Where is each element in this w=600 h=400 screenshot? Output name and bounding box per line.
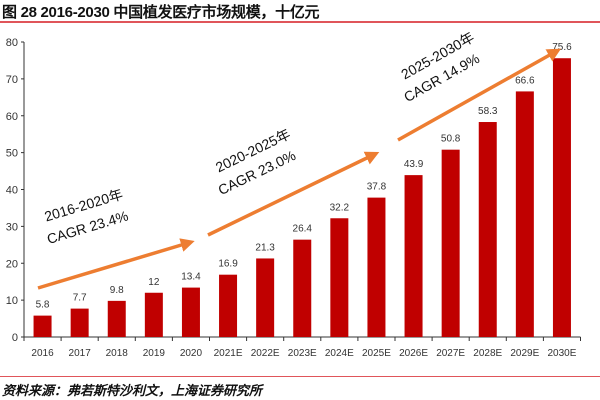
data-label: 37.8 [367, 182, 387, 193]
x-tick-label: 2019 [143, 348, 166, 359]
bar [33, 315, 52, 337]
data-label: 13.4 [181, 272, 201, 283]
data-label: 21.3 [255, 242, 275, 253]
data-label: 16.9 [218, 259, 238, 270]
x-tick-label: 2030E [547, 348, 576, 359]
y-tick-label: 40 [6, 185, 18, 197]
x-tick-label: 2025E [362, 348, 391, 359]
cagr-arrow [397, 48, 562, 142]
y-tick-label: 50 [6, 148, 18, 160]
bar [441, 149, 460, 337]
x-tick-label: 2016 [31, 348, 54, 359]
bar [256, 258, 275, 337]
y-tick-label: 80 [6, 37, 18, 49]
x-tick-label: 2026E [399, 348, 428, 359]
x-tick-label: 2023E [288, 348, 317, 359]
data-label: 58.3 [478, 106, 498, 117]
cagr-arrow [37, 238, 195, 290]
data-label: 66.6 [515, 75, 535, 86]
bar [404, 175, 423, 337]
data-label: 75.6 [552, 42, 572, 53]
bar [552, 58, 571, 337]
chart-title: 图 28 2016-2030 中国植发医疗市场规模，十亿元 [2, 4, 320, 21]
data-label: 7.7 [73, 293, 87, 304]
x-tick-label: 2028E [473, 348, 502, 359]
cagr-arrow [207, 151, 380, 237]
bar [107, 300, 126, 337]
data-label: 43.9 [404, 159, 424, 170]
bar-chart: 0 10 20 30 40 50 60 70 80 2016 5.8 2017 7.7 2018 9.8 20… [6, 29, 581, 359]
data-label: 12 [148, 277, 160, 288]
x-tick-label: 2022E [251, 348, 280, 359]
y-tick-label: 10 [6, 295, 18, 307]
bar [293, 239, 312, 337]
y-tick-label: 30 [6, 221, 18, 233]
bar [219, 274, 238, 337]
bar [144, 292, 163, 337]
y-tick-label: 70 [6, 74, 18, 86]
data-label: 5.8 [36, 300, 50, 311]
bar [367, 197, 386, 337]
x-tick-label: 2024E [325, 348, 354, 359]
x-tick-label: 2018 [106, 348, 129, 359]
bar [515, 91, 534, 337]
data-label: 50.8 [441, 134, 461, 145]
data-label: 26.4 [293, 224, 313, 235]
y-tick-label: 20 [6, 258, 18, 270]
data-label: 9.8 [110, 285, 124, 296]
y-tick-label: 0 [12, 332, 18, 344]
bar [181, 287, 200, 337]
x-tick-label: 2027E [436, 348, 465, 359]
x-tick-label: 2029E [510, 348, 539, 359]
bar [330, 218, 349, 337]
title-divider [0, 21, 600, 23]
bar [478, 122, 497, 337]
bar [70, 308, 89, 337]
source-note: 资料来源：弗若斯特沙利文，上海证券研究所 [2, 383, 263, 398]
x-tick-label: 2020 [180, 348, 203, 359]
source-divider [0, 376, 600, 377]
data-label: 32.2 [330, 202, 350, 213]
x-tick-label: 2017 [69, 348, 92, 359]
y-tick-label: 60 [6, 111, 18, 123]
x-tick-label: 2021E [214, 348, 243, 359]
